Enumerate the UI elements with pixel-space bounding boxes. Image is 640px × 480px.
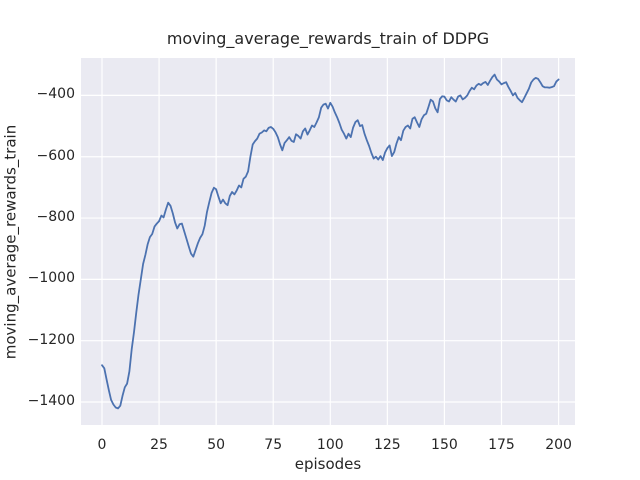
x-axis-label: episodes — [294, 455, 362, 473]
x-tick-label: 200 — [545, 437, 572, 453]
y-tick-label: −1400 — [27, 393, 75, 409]
y-tick-label: −400 — [36, 86, 75, 103]
y-tick-label: −800 — [36, 209, 75, 226]
x-tick-label: 75 — [264, 437, 283, 453]
x-tick-label: 150 — [431, 437, 458, 453]
x-tick-label: 175 — [488, 437, 515, 453]
x-tick-label: 25 — [150, 437, 168, 453]
x-tick-label: 50 — [207, 437, 226, 453]
y-tick-label: −1000 — [27, 270, 75, 287]
x-tick-label: 100 — [316, 437, 344, 453]
x-tick-label: 0 — [97, 437, 107, 453]
y-axis-label: moving_average_rewards_train — [1, 124, 20, 360]
y-tick-label: −1200 — [27, 331, 75, 348]
data-line — [101, 73, 560, 410]
x-tick-label: 125 — [373, 437, 401, 453]
y-tick-label: −600 — [36, 147, 75, 164]
plot-background — [81, 58, 575, 425]
chart-title: moving_average_rewards_train of DDPG — [166, 29, 490, 48]
